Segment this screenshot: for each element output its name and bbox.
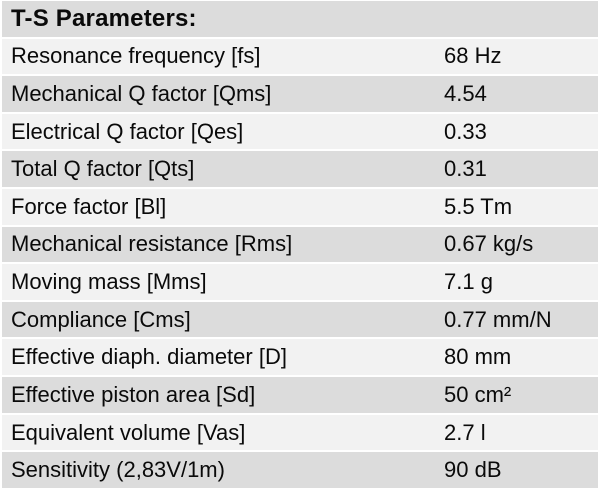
param-label: Effective piston area [Sd] [11,381,256,407]
param-label: Equivalent volume [Vas] [11,419,246,445]
param-label: Mechanical resistance [Rms] [11,231,293,257]
param-label: Compliance [Cms] [11,306,191,332]
param-label: Force factor [Bl] [11,193,167,219]
param-label: Moving mass [Mms] [11,269,207,295]
param-value: 0.33 [444,118,487,144]
table-row: Effective piston area [Sd] 50 cm² [2,377,598,415]
param-label: Resonance frequency [fs] [11,43,261,69]
param-value: 0.67 kg/s [444,231,534,257]
param-value: 4.54 [444,81,487,107]
param-label: Effective diaph. diameter [D] [11,344,287,370]
param-label: Mechanical Q factor [Qms] [11,81,272,107]
table-row: Electrical Q factor [Qes] 0.33 [2,113,598,152]
table-header: T-S Parameters: [2,0,598,39]
table-row: Compliance [Cms] 0.77 mm/N [2,301,598,340]
param-value: 90 dB [444,457,502,483]
table-row: Effective diaph. diameter [D] 80 mm [2,339,598,378]
table-row: Force factor [Bl] 5.5 Tm [2,189,598,227]
table-row: Sensitivity (2,83V/1m) 90 dB [2,452,598,488]
table-row: Total Q factor [Qts] 0.31 [2,151,598,190]
table-row: Equivalent volume [Vas] 2.7 l [2,414,598,453]
param-value: 2.7 l [444,419,486,445]
param-label: Total Q factor [Qts] [11,156,195,182]
param-value: 68 Hz [444,43,502,69]
table-title: T-S Parameters: [11,4,197,32]
table-row: Resonance frequency [fs] 68 Hz [2,38,598,77]
param-label: Sensitivity (2,83V/1m) [11,457,225,483]
table-row: Mechanical resistance [Rms] 0.67 kg/s [2,226,598,265]
table-row: Mechanical Q factor [Qms] 4.54 [2,76,598,114]
param-value: 80 mm [444,344,512,370]
param-label: Electrical Q factor [Qes] [11,118,244,144]
param-value: 5.5 Tm [444,193,513,219]
param-value: 50 cm² [444,381,512,407]
param-value: 0.77 mm/N [444,306,552,332]
param-value: 7.1 g [444,269,493,295]
param-value: 0.31 [444,156,487,182]
table-row: Moving mass [Mms] 7.1 g [2,264,598,302]
